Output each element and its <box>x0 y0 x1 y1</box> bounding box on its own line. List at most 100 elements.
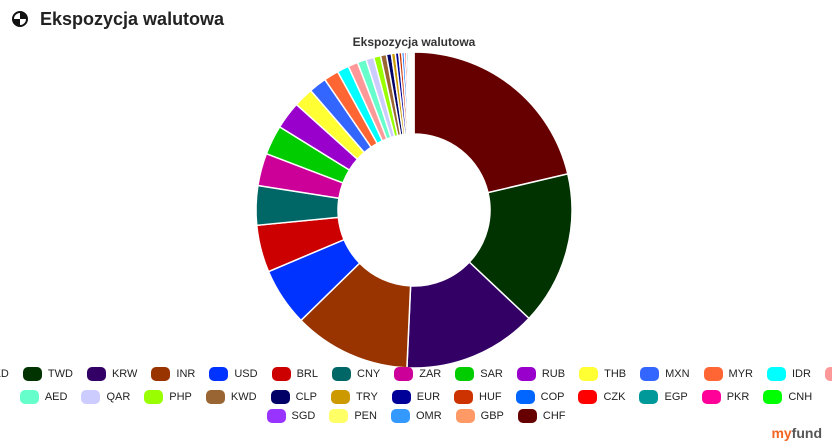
legend-label: EGP <box>664 391 688 403</box>
legend-swatch <box>86 367 106 381</box>
legend-item-myr[interactable]: MYR <box>703 367 753 381</box>
legend-label: OMR <box>415 410 442 422</box>
legend-label: USD <box>234 368 258 380</box>
legend-swatch <box>205 390 225 404</box>
legend-label: HKD <box>0 368 9 380</box>
legend-item-rub[interactable]: RUB <box>516 367 566 381</box>
legend-swatch <box>824 367 832 381</box>
legend-label: AED <box>44 391 68 403</box>
legend-item-czk[interactable]: CZK <box>578 390 625 404</box>
legend-label: CNH <box>788 391 813 403</box>
legend-label: IDR <box>792 368 811 380</box>
legend-item-kwd[interactable]: KWD <box>205 390 257 404</box>
legend-item-thb[interactable]: THB <box>579 367 626 381</box>
legend-swatch <box>151 367 171 381</box>
legend-item-idr[interactable]: IDR <box>767 367 811 381</box>
legend-item-pln[interactable]: PLN <box>824 367 832 381</box>
legend-swatch <box>390 409 410 423</box>
legend-item-aed[interactable]: AED <box>19 390 68 404</box>
myfund-logo: myfund <box>771 425 822 441</box>
legend-swatch <box>209 367 229 381</box>
legend-item-clp[interactable]: CLP <box>270 390 317 404</box>
legend-swatch <box>578 390 598 404</box>
legend-swatch <box>515 390 535 404</box>
legend-label: CLP <box>295 391 317 403</box>
legend-label: THB <box>604 368 627 380</box>
legend-swatch <box>81 390 101 404</box>
legend-swatch <box>703 367 723 381</box>
legend-swatch <box>517 409 537 423</box>
page-title: Ekspozycja walutowa <box>40 8 225 29</box>
legend-item-gbp[interactable]: GBP <box>455 409 504 423</box>
legend-item-egp[interactable]: EGP <box>639 390 688 404</box>
legend-swatch <box>266 409 286 423</box>
legend-label: COP <box>540 391 565 403</box>
legend-swatch <box>579 367 599 381</box>
legend-item-chf[interactable]: CHF <box>517 409 566 423</box>
legend-item-brl[interactable]: BRL <box>271 367 318 381</box>
legend-item-cnh[interactable]: CNH <box>763 390 812 404</box>
legend-label: PHP <box>169 391 192 403</box>
legend-swatch <box>455 367 475 381</box>
legend-swatch <box>454 390 474 404</box>
legend-item-eur[interactable]: EUR <box>391 390 440 404</box>
legend-label: MYR <box>728 368 753 380</box>
legend-label: RUB <box>541 368 566 380</box>
legend-label: ZAR <box>419 368 442 380</box>
legend-swatch <box>271 367 291 381</box>
legend-label: CNY <box>357 368 381 380</box>
legend-swatch <box>332 367 351 381</box>
legend-swatch <box>394 367 414 381</box>
legend-label: TWD <box>47 368 73 380</box>
legend-item-omr[interactable]: OMR <box>390 409 442 423</box>
legend-item-huf[interactable]: HUF <box>454 390 502 404</box>
legend-item-try[interactable]: TRY <box>330 390 378 404</box>
legend-item-usd[interactable]: USD <box>209 367 258 381</box>
legend-label: KRW <box>111 368 138 380</box>
legend-swatch <box>329 409 349 423</box>
chart-title: Ekspozycja walutowa <box>352 35 476 49</box>
legend-label: SGD <box>291 410 316 422</box>
legend-item-qar[interactable]: QAR <box>81 390 130 404</box>
legend-swatch <box>330 390 350 404</box>
legend-item-mxn[interactable]: MXN <box>640 367 690 381</box>
legend-label: TRY <box>355 391 378 403</box>
legend-label: GBP <box>480 410 504 422</box>
legend-swatch <box>144 390 164 404</box>
legend-item-php[interactable]: PHP <box>144 390 192 404</box>
legend-swatch <box>767 367 786 381</box>
legend-swatch <box>455 409 475 423</box>
legend-item-pen[interactable]: PEN <box>329 409 377 423</box>
legend-label: PKR <box>726 391 750 403</box>
legend-label: CZK <box>603 391 626 403</box>
legend-row: AED QAR PHP KWD CLP TRY EUR HUF COP CZK EGP PKR CNH <box>0 390 832 404</box>
legend-item-krw[interactable]: KRW <box>86 367 138 381</box>
legend-item-inr[interactable]: INR <box>151 367 195 381</box>
legend-swatch <box>270 390 290 404</box>
legend-swatch <box>516 367 536 381</box>
legend-item-zar[interactable]: ZAR <box>394 367 441 381</box>
legend-item-cny[interactable]: CNY <box>332 367 380 381</box>
legend-label: BRL <box>296 368 318 380</box>
legend-swatch <box>19 390 39 404</box>
legend-item-cop[interactable]: COP <box>515 390 565 404</box>
legend-swatch <box>763 390 783 404</box>
legend-label: HUF <box>479 391 502 403</box>
legend-item-sar[interactable]: SAR <box>455 367 503 381</box>
legend-swatch <box>22 367 42 381</box>
legend-item-hkd[interactable]: HKD <box>0 367 9 381</box>
legend-item-twd[interactable]: TWD <box>22 367 73 381</box>
legend-label: CHF <box>542 410 566 422</box>
legend-item-pkr[interactable]: PKR <box>701 390 750 404</box>
page-header: Ekspozycja walutowa <box>12 7 224 31</box>
legend-label: SAR <box>480 368 503 380</box>
legend-label: KWD <box>230 391 257 403</box>
pie-slice-hkd[interactable] <box>413 51 569 194</box>
legend-item-sgd[interactable]: SGD <box>266 409 316 423</box>
legend-row: HKD TWD KRW INR USD BRL CNY ZAR SAR RUB THB MXN MYR I… <box>0 367 832 381</box>
legend-swatch <box>639 390 659 404</box>
pie-chart-icon <box>12 11 28 27</box>
legend-swatch <box>391 390 411 404</box>
legend-label: QAR <box>106 391 131 403</box>
